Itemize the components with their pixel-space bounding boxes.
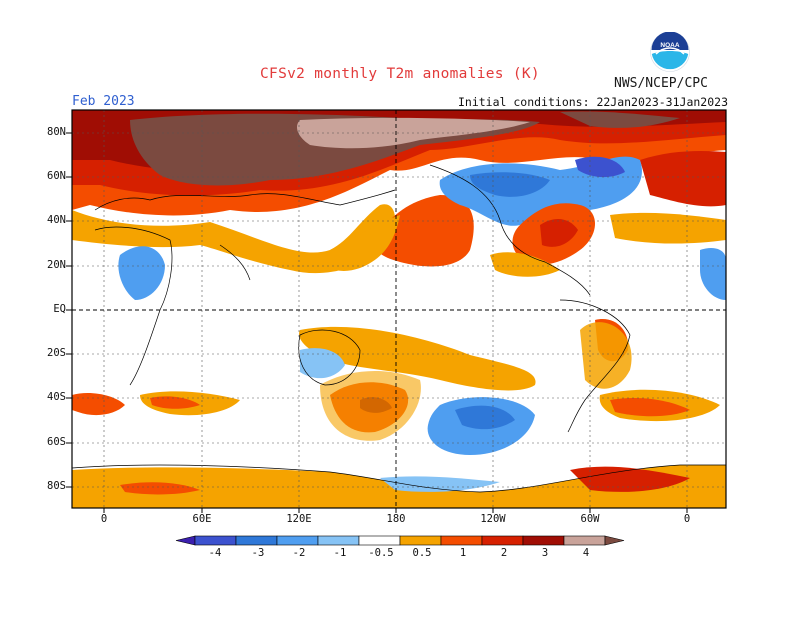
lat-label: 60N bbox=[47, 170, 66, 182]
colorbar-tick-label: -0.5 bbox=[368, 547, 394, 559]
forecast-month: Feb 2023 bbox=[72, 94, 135, 109]
lat-label: 20N bbox=[47, 259, 66, 271]
colorbar-tick-label: -1 bbox=[333, 547, 347, 559]
colorbar-tick-label: 1 bbox=[459, 547, 467, 559]
initial-conditions: Initial conditions: 22Jan2023-31Jan2023 bbox=[457, 95, 728, 109]
colorbar-tick-label: 4 bbox=[582, 547, 590, 559]
coast-south-america bbox=[559, 299, 631, 433]
lon-label: 60W bbox=[580, 513, 600, 525]
lat-label: 80S bbox=[47, 480, 66, 492]
agency-label: NWS/NCEP/CPC bbox=[614, 76, 708, 91]
lon-label: 120W bbox=[480, 513, 506, 525]
coast-india bbox=[219, 244, 251, 281]
lon-label: 180 bbox=[386, 513, 406, 525]
africa-cold bbox=[118, 246, 165, 300]
colorbar-tick-label: -4 bbox=[208, 547, 222, 559]
pacific-warm bbox=[374, 195, 474, 267]
lon-label: 120E bbox=[286, 513, 312, 525]
colorbar-tick-label: -3 bbox=[251, 547, 265, 559]
map-title: CFSv2 monthly T2m anomalies (K) bbox=[260, 66, 540, 82]
colorbar-tick-label: 2 bbox=[500, 547, 508, 559]
colorbar-tick-label: 0.5 bbox=[412, 547, 432, 559]
colorbar-tick-label: 3 bbox=[541, 547, 549, 559]
lon-label: 0 bbox=[100, 513, 108, 525]
lat-label: 40N bbox=[47, 214, 66, 226]
lon-label: 0 bbox=[683, 513, 691, 525]
noaa-logo: NOAA bbox=[650, 32, 690, 72]
coast-eurasia bbox=[94, 189, 396, 211]
noaa-logo-text: NOAA bbox=[660, 42, 679, 49]
coast-africa bbox=[94, 226, 173, 386]
lat-label: 20S bbox=[47, 347, 66, 359]
coast-north-america bbox=[429, 164, 591, 296]
map-frame bbox=[71, 109, 727, 509]
lat-label: 40S bbox=[47, 391, 66, 403]
colorbar-tick-label: -2 bbox=[292, 547, 306, 559]
lat-label: 80N bbox=[47, 126, 66, 138]
lat-label: 60S bbox=[47, 436, 66, 448]
lat-label: EQ bbox=[53, 303, 66, 315]
coast-australia bbox=[298, 329, 361, 386]
lon-label: 60E bbox=[192, 513, 212, 525]
